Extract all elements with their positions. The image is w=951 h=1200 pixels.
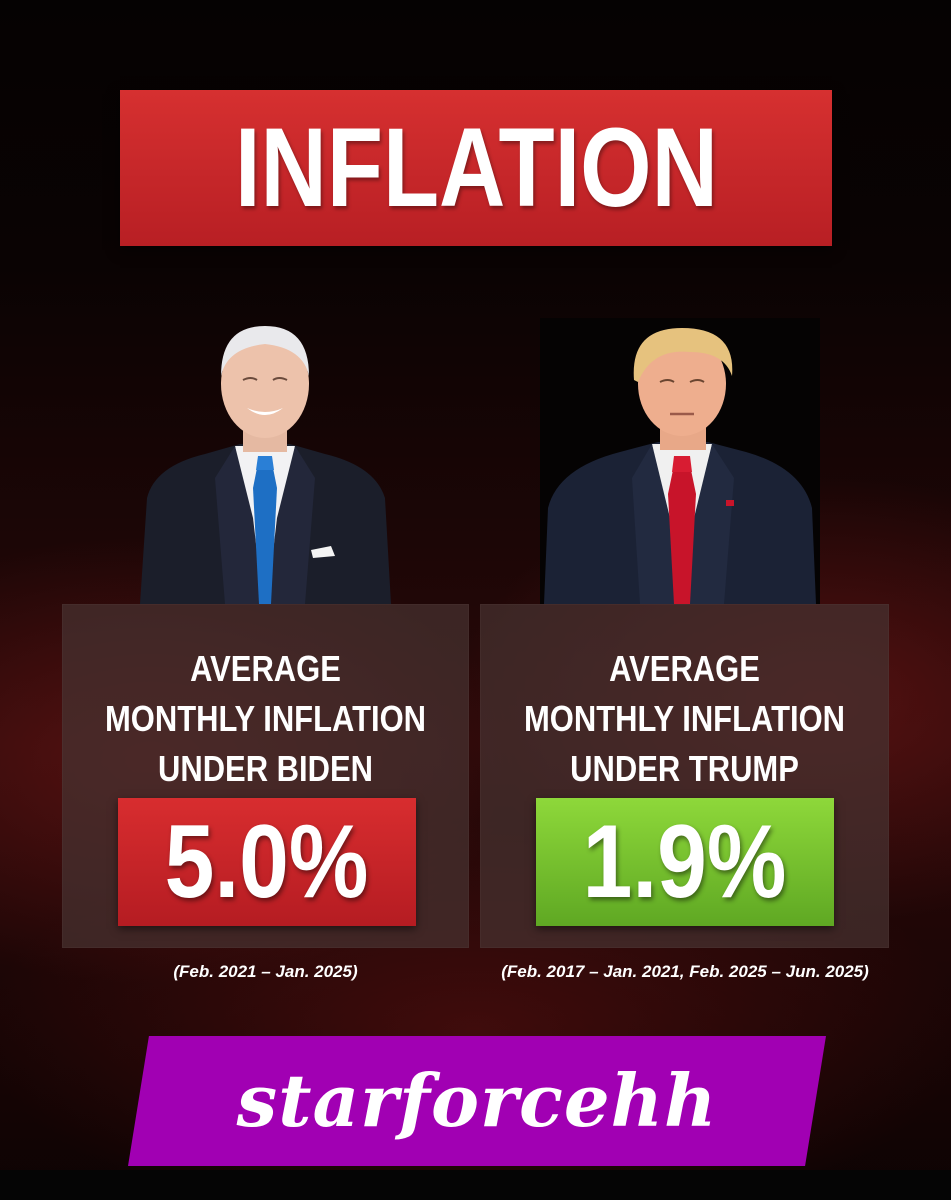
label-line: UNDER BIDEN bbox=[157, 748, 373, 789]
bottom-bar bbox=[0, 1170, 951, 1200]
trump-value-box: 1.9% bbox=[536, 798, 834, 926]
label-line: UNDER TRUMP bbox=[570, 748, 799, 789]
trump-portrait bbox=[540, 318, 820, 604]
label-line: MONTHLY INFLATION bbox=[523, 698, 846, 739]
biden-inflation-value: 5.0% bbox=[165, 804, 369, 920]
watermark-text: starforcehh bbox=[236, 1058, 718, 1143]
biden-value-box: 5.0% bbox=[118, 798, 416, 926]
biden-portrait bbox=[135, 318, 395, 604]
trump-inflation-value: 1.9% bbox=[583, 804, 787, 920]
label-line: AVERAGE bbox=[190, 648, 341, 689]
page-title: INFLATION bbox=[234, 105, 718, 230]
trump-stat-label: AVERAGE MONTHLY INFLATION UNDER TRUMP bbox=[509, 644, 861, 794]
label-line: AVERAGE bbox=[609, 648, 760, 689]
label-line: MONTHLY INFLATION bbox=[104, 698, 427, 739]
watermark-banner: starforcehh bbox=[128, 1036, 826, 1166]
biden-stat-panel: AVERAGE MONTHLY INFLATION UNDER BIDEN 5.… bbox=[62, 604, 469, 948]
trump-stat-panel: AVERAGE MONTHLY INFLATION UNDER TRUMP 1.… bbox=[480, 604, 889, 948]
biden-stat-label: AVERAGE MONTHLY INFLATION UNDER BIDEN bbox=[90, 644, 440, 794]
trump-period: (Feb. 2017 – Jan. 2021, Feb. 2025 – Jun.… bbox=[501, 962, 869, 981]
title-banner: INFLATION bbox=[120, 90, 832, 246]
biden-period: (Feb. 2021 – Jan. 2025) bbox=[173, 962, 358, 981]
